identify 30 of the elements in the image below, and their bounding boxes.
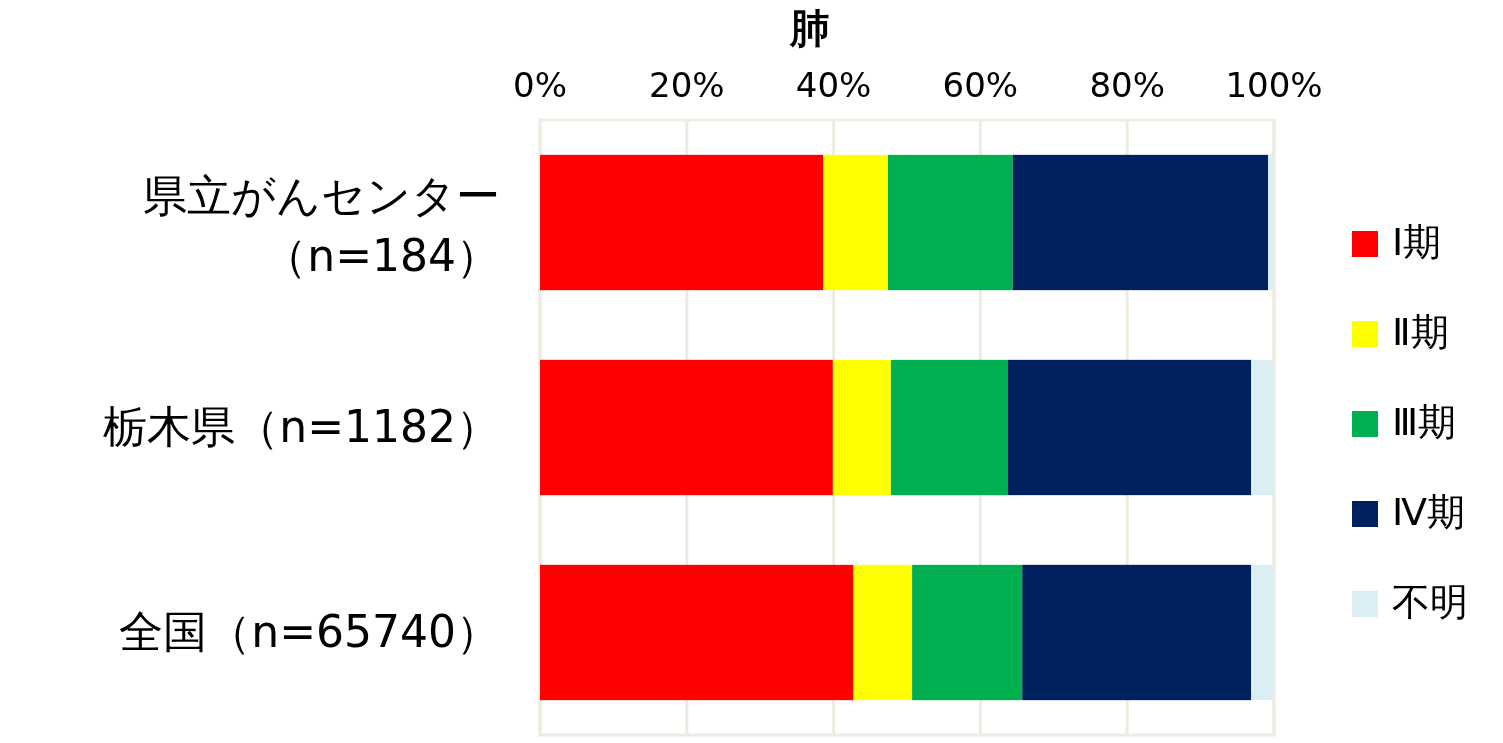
bar [832,359,891,496]
bar [823,154,888,291]
bar [1012,154,1269,291]
x-tick-label: 0% [513,65,567,105]
legend-label: 不明 [1392,580,1468,624]
bar [912,564,1023,701]
y-tick-label: 栃木県（n=1182） [103,400,500,452]
x-tick-label: 20% [649,65,725,105]
bar [540,359,833,496]
x-tick-label: 80% [1089,65,1165,105]
bar [540,564,854,701]
bar [890,359,1008,496]
legend-label: Ⅳ期 [1392,490,1466,534]
bar [1022,564,1252,701]
legend-label: Ⅰ期 [1392,220,1442,264]
bar [853,564,913,701]
bar [887,154,1013,291]
y-tick-label: 県立がんセンター（n=184） [143,169,500,281]
bar [1251,564,1274,701]
y-tick-label: 全国（n=65740） [119,605,500,657]
x-tick-label: 100% [1225,65,1323,105]
chart-title: 肺 [789,5,830,51]
bar [1007,359,1252,496]
legend-label: Ⅱ期 [1392,310,1449,354]
bar [1268,154,1274,291]
x-tick-label: 40% [795,65,872,105]
bar [1251,359,1274,496]
x-tick-label: 60% [942,65,1019,105]
bar [540,154,824,291]
legend-label: Ⅲ期 [1392,400,1457,444]
